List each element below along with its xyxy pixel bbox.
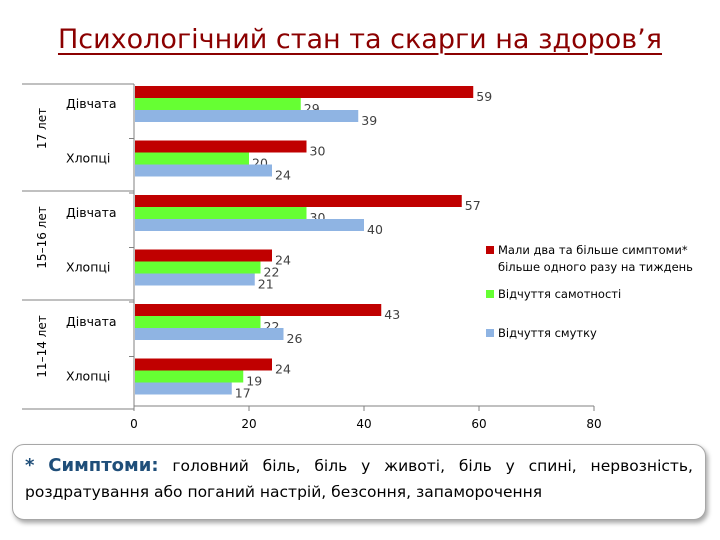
- category-label: Хлопці: [66, 260, 110, 275]
- bar: [135, 316, 261, 328]
- group-label: 17 лет: [35, 108, 49, 149]
- data-label: 21: [258, 277, 274, 292]
- data-label: 24: [275, 253, 291, 268]
- category-label: Дівчата: [66, 314, 117, 329]
- bar: [135, 98, 301, 110]
- bar: [135, 152, 249, 165]
- category-label: Дівчата: [66, 96, 117, 111]
- footnote-star: *: [25, 455, 35, 476]
- legend-swatch: [486, 329, 494, 337]
- group-label: 15–16 лет: [35, 206, 49, 268]
- bar: [135, 304, 382, 316]
- data-label: 39: [361, 113, 377, 128]
- page-title: Психологічний стан та скарги на здоров’я: [57, 24, 663, 55]
- bar: [135, 249, 272, 262]
- bar-chart: 0 20 40 60 80 17 лет 15–16 лет 11–14 лет Дівчата…: [22, 83, 693, 431]
- bar: [135, 358, 272, 371]
- category-label: Хлопці: [66, 369, 110, 384]
- footnote-heading: Симптоми:: [48, 455, 159, 476]
- legend-entry: Відчуття самотності: [498, 287, 621, 301]
- bar: [135, 219, 364, 231]
- x-tick-label: 0: [130, 417, 138, 431]
- bar: [135, 382, 232, 395]
- bar: [135, 370, 244, 383]
- group-label: 11–14 лет: [35, 315, 49, 377]
- bar: [135, 195, 462, 207]
- bar: [135, 110, 359, 122]
- data-label: 59: [476, 89, 492, 104]
- bar: [135, 273, 255, 286]
- bar: [135, 140, 307, 153]
- bar: [135, 328, 284, 340]
- data-label: 22: [264, 265, 280, 280]
- data-label: 40: [367, 222, 383, 237]
- data-label: 19: [246, 374, 262, 389]
- data-label: 17: [235, 386, 251, 401]
- x-tick-label: 60: [471, 417, 486, 431]
- bar: [135, 207, 307, 219]
- category-label: Дівчата: [66, 205, 117, 220]
- data-label: 57: [465, 198, 481, 213]
- data-label: 26: [287, 331, 303, 346]
- footnote-text: головний біль, біль у животі, біль у спи…: [25, 457, 693, 501]
- legend-swatch: [486, 246, 494, 254]
- data-label: 24: [275, 362, 291, 377]
- legend-entry: Відчуття смутку: [498, 326, 597, 340]
- bar: [135, 261, 261, 274]
- legend-entry: більше одного разу на тиждень: [498, 260, 693, 274]
- data-label: 30: [310, 144, 326, 159]
- category-label: Хлопці: [66, 151, 110, 166]
- data-label: 43: [384, 307, 400, 322]
- symptoms-footnote: * Симптоми: головний біль, біль у животі…: [12, 444, 706, 520]
- x-tick-label: 20: [241, 417, 256, 431]
- bar: [135, 86, 474, 98]
- data-label: 24: [275, 168, 291, 183]
- x-tick-label: 40: [356, 417, 371, 431]
- legend-entry: Мали два та більше симптоми*: [498, 243, 688, 257]
- legend-swatch: [486, 290, 494, 298]
- x-tick-label: 80: [586, 417, 601, 431]
- bar: [135, 164, 272, 177]
